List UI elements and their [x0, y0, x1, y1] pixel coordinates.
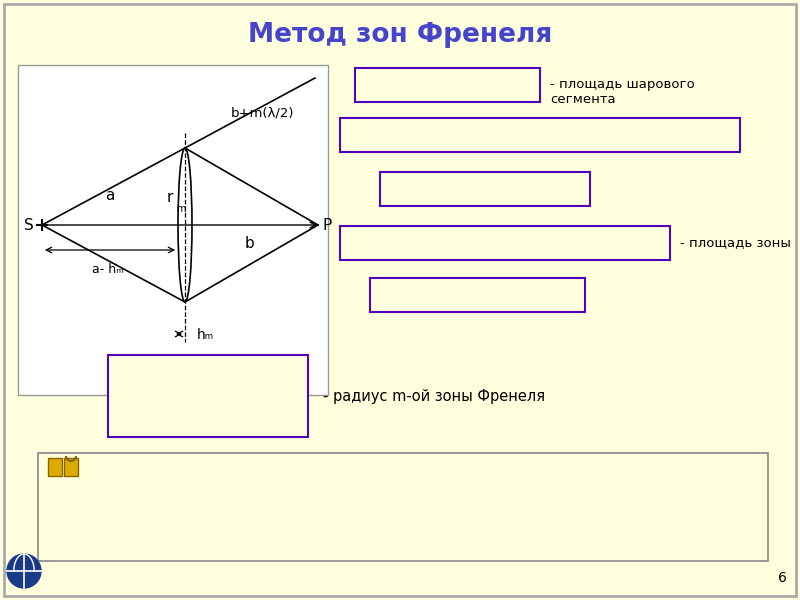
Text: $\Delta S = \pi ab\lambda/(a+b)$: $\Delta S = \pi ab\lambda/(a+b)$	[412, 286, 543, 304]
Text: b: b	[245, 236, 255, 251]
Text: $r_m^2 = a^2 - (a - h_m)^2 = (b + m\lambda/2)^2 - (b+ h_m)^2$: $r_m^2 = a^2 - (a - h_m)^2 = (b + m\lamb…	[396, 125, 684, 145]
Text: наблюдения (величин: наблюдения (величин	[88, 496, 264, 512]
Text: b: b	[278, 496, 289, 511]
Text: $\Delta S = S_m - S_{m-1} = 2\pi a(h_m - h_{m-1})$: $\Delta S = S_m - S_{m-1} = 2\pi a(h_m -…	[393, 235, 617, 251]
FancyBboxPatch shape	[340, 118, 740, 152]
Text: m: m	[176, 204, 186, 214]
Text: a- hₘ: a- hₘ	[92, 263, 124, 276]
FancyBboxPatch shape	[380, 172, 590, 206]
Text: hₘ: hₘ	[197, 328, 214, 342]
Text: r: r	[167, 191, 173, 205]
FancyBboxPatch shape	[64, 458, 78, 476]
Text: $r_m = \sqrt{\dfrac{m\lambda}{\dfrac{1}{a}+\dfrac{1}{b}}}$: $r_m = \sqrt{\dfrac{m\lambda}{\dfrac{1}{…	[132, 365, 252, 427]
Text: $h_m = bm\lambda/2(a+b)$: $h_m = bm\lambda/2(a+b)$	[416, 180, 554, 198]
Text: a: a	[106, 187, 114, 202]
Text: a: a	[246, 496, 256, 511]
Text: 6: 6	[778, 571, 787, 585]
Text: b+m(λ/2): b+m(λ/2)	[230, 107, 294, 119]
Text: λ: λ	[288, 519, 298, 534]
Text: Метод зон Френеля: Метод зон Френеля	[248, 22, 552, 48]
Text: и: и	[256, 496, 275, 511]
Text: Радиусы зон зависят от длины волны: Радиусы зон зависят от длины волны	[88, 473, 383, 488]
Text: - площадь зоны: - площадь зоны	[680, 236, 791, 250]
Text: и положения точки: и положения точки	[374, 473, 529, 488]
FancyBboxPatch shape	[340, 226, 670, 260]
FancyBboxPatch shape	[18, 65, 328, 395]
Text: наблюдения: наблюдения	[88, 519, 189, 534]
FancyBboxPatch shape	[48, 458, 62, 476]
Text: - радиус m-ой зоны Френеля: - радиус m-ой зоны Френеля	[323, 389, 545, 403]
Text: P: P	[323, 218, 332, 233]
FancyBboxPatch shape	[108, 355, 308, 437]
Text: $S_m = 2\pi a h_m$: $S_m = 2\pi a h_m$	[401, 76, 494, 94]
Text: - площадь шарового
сегмента: - площадь шарового сегмента	[550, 78, 694, 106]
FancyBboxPatch shape	[355, 68, 540, 102]
Text: λ: λ	[364, 473, 374, 488]
FancyBboxPatch shape	[38, 453, 768, 561]
Circle shape	[7, 554, 41, 588]
Text: радиус зон увеличивается.: радиус зон увеличивается.	[298, 519, 513, 534]
Text: S: S	[24, 218, 34, 233]
Text: b: b	[172, 519, 182, 534]
Text: ): с ростом расстояния до точки: ): с ростом расстояния до точки	[288, 496, 536, 511]
FancyBboxPatch shape	[370, 278, 585, 312]
Text: или с ростом: или с ростом	[182, 519, 292, 534]
